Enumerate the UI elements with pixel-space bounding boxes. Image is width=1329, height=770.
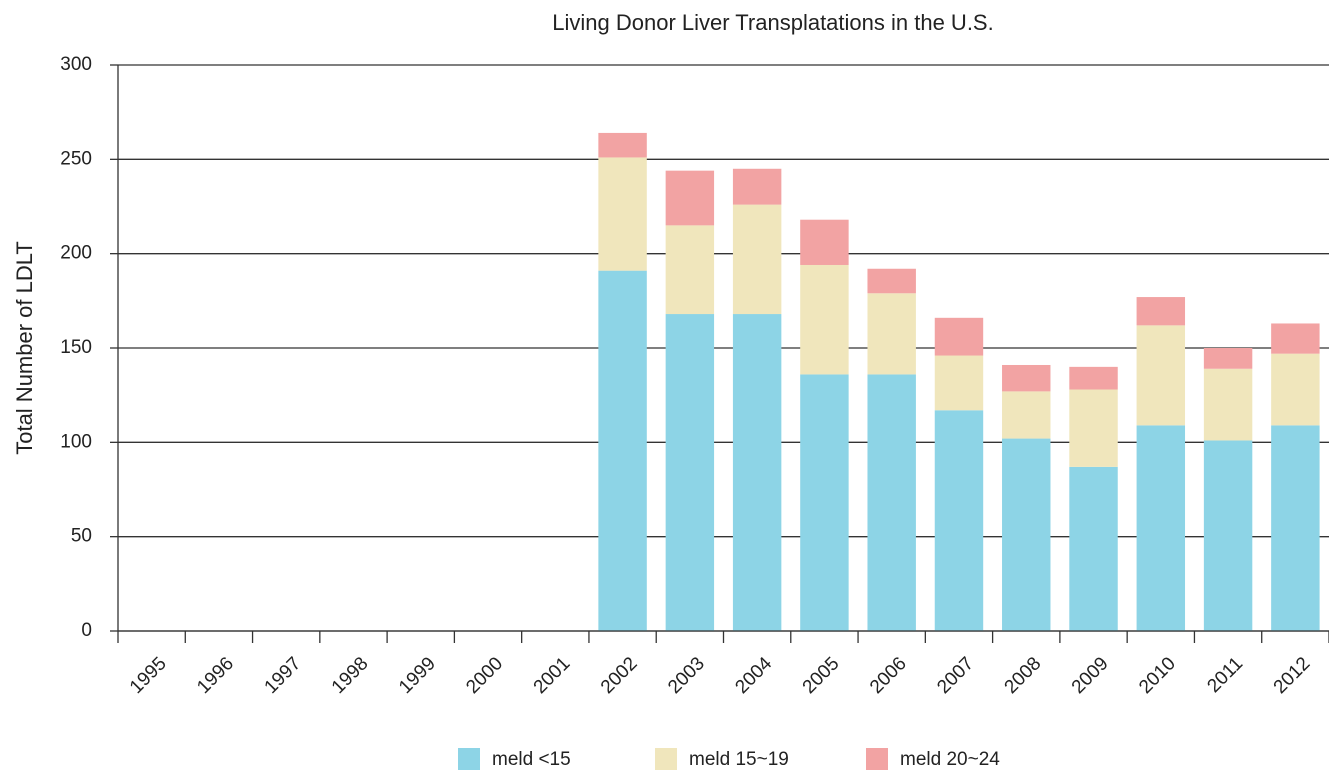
bar-segment xyxy=(867,293,916,375)
x-tick-label: 2012 xyxy=(1270,653,1315,698)
bar-segment xyxy=(934,410,984,631)
x-tick-label: 2001 xyxy=(530,653,575,698)
x-tick-label: 2010 xyxy=(1135,653,1180,698)
bar-segment xyxy=(1069,466,1118,631)
bar-segment xyxy=(665,225,715,315)
bar-segment xyxy=(1271,425,1320,631)
x-tick-label: 1995 xyxy=(126,653,171,698)
x-tick-label: 1998 xyxy=(328,653,373,698)
y-tick-label: 150 xyxy=(60,337,92,358)
bar-segment xyxy=(1136,325,1186,426)
bar-segment xyxy=(598,270,647,631)
bar-segment xyxy=(1136,425,1186,631)
x-tick-label: 2003 xyxy=(664,653,709,698)
y-tick-label: 300 xyxy=(60,54,92,75)
bar-segment xyxy=(1002,438,1051,631)
bar-segment xyxy=(867,374,916,631)
legend-swatch xyxy=(458,748,480,770)
x-tick-label: 2004 xyxy=(731,653,776,698)
x-tick-label: 2000 xyxy=(462,653,507,698)
bar-segment xyxy=(867,268,916,294)
bar-segment xyxy=(732,314,782,631)
x-tick-label: 2011 xyxy=(1203,653,1247,697)
x-tick-label: 2006 xyxy=(866,653,911,698)
bar-segment xyxy=(1002,364,1051,392)
bar-segment xyxy=(1203,368,1253,441)
legend-label: meld 15~19 xyxy=(689,749,789,770)
x-tick-label: 1999 xyxy=(395,653,440,698)
x-tick-label: 1996 xyxy=(193,653,238,698)
bar-segment xyxy=(732,168,782,205)
y-tick-label: 0 xyxy=(81,620,92,641)
y-tick-label: 200 xyxy=(60,243,92,264)
chart-title: Living Donor Liver Transplatations in th… xyxy=(552,10,993,35)
bar-segment xyxy=(800,374,849,631)
bar-segment xyxy=(1002,391,1051,439)
y-axis-label: Total Number of LDLT xyxy=(12,241,37,455)
bar-segment xyxy=(1271,323,1320,354)
x-tick-label: 2005 xyxy=(799,653,844,698)
y-tick-label: 250 xyxy=(60,148,92,169)
bar-segment xyxy=(1069,366,1118,390)
bar-segment xyxy=(1271,353,1320,426)
y-tick-label: 50 xyxy=(71,526,92,547)
legend-label: meld 20~24 xyxy=(900,749,1000,770)
x-tick-label: 2009 xyxy=(1068,653,1113,698)
bar-segment xyxy=(934,317,984,356)
bar-segment xyxy=(665,314,715,631)
x-tick-label: 2008 xyxy=(1001,653,1046,698)
bar-segment xyxy=(800,219,849,265)
bar-segment xyxy=(598,157,647,271)
bar-segment xyxy=(598,132,647,158)
x-tick-label: 2007 xyxy=(933,653,978,698)
bar-segment xyxy=(665,170,715,226)
bar-segment xyxy=(1203,440,1253,631)
bar-segment xyxy=(732,204,782,315)
bar-segment xyxy=(800,264,849,375)
x-tick-label: 1997 xyxy=(261,653,306,698)
legend-label: meld <15 xyxy=(492,749,571,770)
x-tick-label: 2002 xyxy=(597,653,642,698)
legend-swatch xyxy=(866,748,888,770)
bar-segment xyxy=(1069,389,1118,467)
bar-segment xyxy=(1136,297,1186,326)
bar-segment xyxy=(934,355,984,411)
bar-segment xyxy=(1203,348,1253,369)
y-tick-label: 100 xyxy=(60,431,92,452)
legend-swatch xyxy=(655,748,677,770)
